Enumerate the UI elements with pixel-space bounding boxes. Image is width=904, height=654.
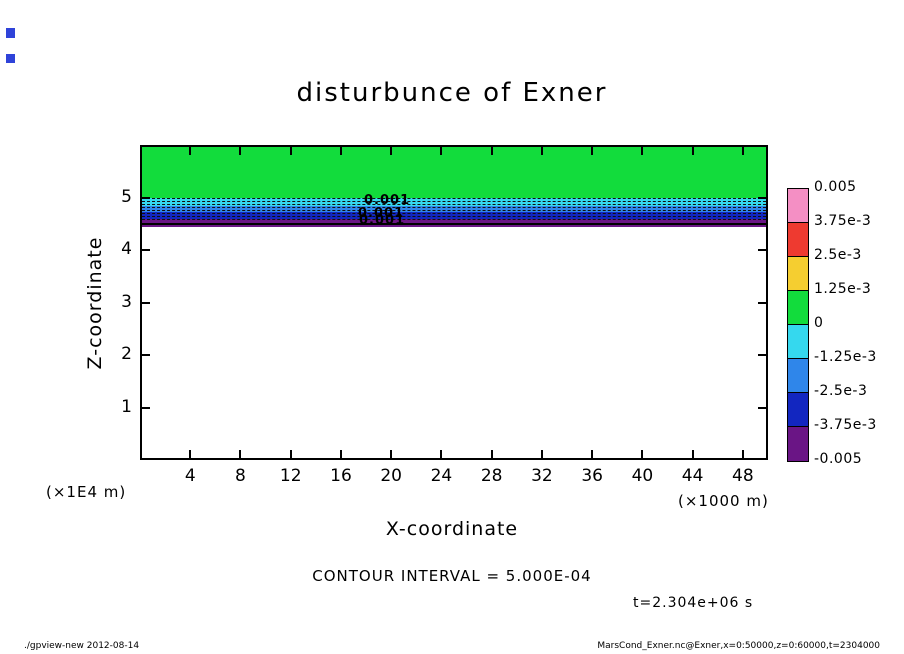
colorbar-tick-label: 1.25e-3 bbox=[814, 281, 872, 297]
colorbar-segment bbox=[788, 393, 808, 427]
colorbar-tick-label: 0.005 bbox=[814, 179, 857, 195]
colorbar-segment bbox=[788, 223, 808, 257]
x-tick-mark bbox=[691, 450, 694, 458]
x-tick-mark bbox=[289, 147, 292, 155]
y-tick-label: 3 bbox=[121, 291, 132, 312]
y-tick-mark bbox=[142, 249, 150, 251]
x-tick-label: 48 bbox=[732, 466, 754, 486]
y-tick-mark bbox=[758, 301, 766, 304]
x-tick-label: 44 bbox=[681, 466, 704, 486]
y-tick-mark bbox=[758, 354, 766, 356]
contour-value-label: 0.001 bbox=[358, 206, 405, 221]
colorbar-tick-label: -1.25e-3 bbox=[814, 349, 877, 365]
plot-title: disturbunce of Exner bbox=[296, 78, 608, 108]
x-tick-label: 32 bbox=[531, 466, 553, 486]
contour-line-dashed bbox=[142, 216, 766, 217]
footer-left: ./gpview-new 2012-08-14 bbox=[24, 641, 140, 651]
y-tick-mark bbox=[142, 301, 150, 304]
y-tick-mark bbox=[142, 196, 150, 199]
x-tick-label: 4 bbox=[184, 466, 196, 486]
contour-line-dashed bbox=[142, 219, 766, 220]
x-tick-label: 12 bbox=[279, 466, 302, 486]
x-tick-mark bbox=[741, 450, 744, 458]
colorbar-tick-label: 0 bbox=[814, 315, 824, 331]
x-tick-label: 16 bbox=[330, 466, 352, 486]
y-tick-mark bbox=[142, 354, 150, 356]
contour-line-dashed bbox=[142, 210, 766, 211]
contour-line-dashed bbox=[142, 201, 766, 202]
x-tick-mark bbox=[741, 147, 744, 155]
y-tick-label: 5 bbox=[121, 186, 132, 207]
contour-line-dashed bbox=[142, 198, 766, 199]
window-artifact-square-bottom bbox=[6, 54, 15, 63]
y-tick-label: 2 bbox=[121, 344, 132, 364]
x-tick-label: 40 bbox=[631, 466, 654, 486]
x-tick-label: 24 bbox=[430, 466, 453, 486]
x-axis-unit: (×1000 m) bbox=[678, 492, 769, 510]
y-tick-mark bbox=[142, 406, 150, 409]
x-tick-mark bbox=[390, 147, 393, 155]
tone-band bbox=[142, 198, 766, 206]
contour-line-solid bbox=[142, 223, 766, 225]
contour-value-label: 0.001 bbox=[359, 213, 406, 228]
y-tick-mark bbox=[758, 196, 766, 199]
y-axis-title: Z-coordinate bbox=[84, 236, 106, 370]
plot-frame: 0.001 0.001 0.001 bbox=[140, 145, 768, 460]
contour-interval-label: CONTOUR INTERVAL = 5.000E-04 bbox=[312, 567, 592, 585]
colorbar-segment bbox=[788, 427, 808, 461]
y-tick-mark bbox=[758, 406, 766, 409]
colorbar-tick-label: -3.75e-3 bbox=[814, 417, 877, 433]
y-tick-mark bbox=[758, 249, 766, 251]
colorbar-segment bbox=[788, 257, 808, 291]
x-tick-label: 20 bbox=[380, 466, 402, 486]
contour-value-label: 0.001 bbox=[364, 193, 411, 208]
tone-band bbox=[142, 206, 766, 212]
x-tick-mark bbox=[189, 147, 192, 155]
colorbar-segment bbox=[788, 325, 808, 359]
x-tick-mark bbox=[239, 450, 242, 458]
x-tick-mark bbox=[189, 450, 192, 458]
x-tick-mark bbox=[591, 450, 594, 458]
contour-line-dashed bbox=[142, 204, 766, 205]
x-axis-title: X-coordinate bbox=[385, 518, 519, 540]
window-artifact-square-top bbox=[6, 28, 15, 38]
x-tick-mark bbox=[591, 147, 594, 155]
x-tick-mark bbox=[641, 450, 644, 458]
y-tick-label: 4 bbox=[121, 239, 132, 259]
colorbar bbox=[787, 188, 809, 462]
colorbar-tick-label: 2.5e-3 bbox=[814, 247, 862, 263]
x-tick-label: 8 bbox=[235, 466, 246, 486]
x-tick-mark bbox=[540, 147, 543, 155]
x-tick-mark bbox=[239, 147, 242, 155]
x-tick-label: 28 bbox=[480, 466, 503, 486]
colorbar-segment bbox=[788, 189, 808, 223]
x-tick-mark bbox=[390, 450, 393, 458]
colorbar-tick-label: 3.75e-3 bbox=[814, 213, 872, 229]
x-tick-mark bbox=[440, 450, 443, 458]
x-tick-mark bbox=[641, 147, 644, 155]
x-tick-mark bbox=[540, 450, 543, 458]
x-tick-mark bbox=[440, 147, 443, 155]
x-tick-mark bbox=[490, 147, 493, 155]
x-tick-mark bbox=[289, 450, 292, 458]
tone-band bbox=[142, 147, 766, 198]
x-tick-mark bbox=[339, 147, 342, 155]
x-tick-mark bbox=[490, 450, 493, 458]
colorbar-tick-label: -2.5e-3 bbox=[814, 383, 868, 399]
x-tick-mark bbox=[339, 450, 342, 458]
time-label: t=2.304e+06 s bbox=[633, 595, 754, 611]
y-axis-unit: (×1E4 m) bbox=[46, 483, 127, 501]
colorbar-segment bbox=[788, 291, 808, 325]
colorbar-segment bbox=[788, 359, 808, 393]
colorbar-tick-label: -0.005 bbox=[814, 451, 863, 467]
contour-line-dashed bbox=[142, 213, 766, 214]
y-tick-label: 1 bbox=[121, 396, 132, 417]
plot-shading-area: 0.001 0.001 0.001 bbox=[142, 147, 766, 458]
footer-right: MarsCond_Exner.nc@Exner,x=0:50000,z=0:60… bbox=[597, 641, 880, 651]
x-tick-label: 36 bbox=[581, 466, 603, 486]
tone-band bbox=[142, 212, 766, 219]
contour-line-dashed bbox=[142, 207, 766, 208]
x-tick-mark bbox=[691, 147, 694, 155]
